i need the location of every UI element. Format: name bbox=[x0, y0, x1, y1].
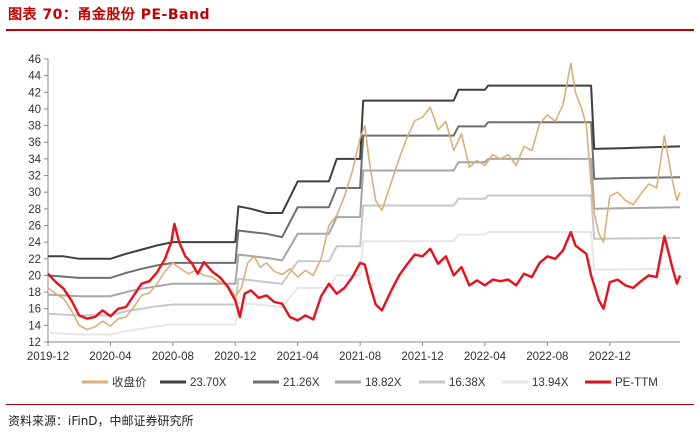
series-line-band-23.70X bbox=[48, 84, 681, 260]
x-tick-label: 2020-08 bbox=[152, 351, 194, 363]
x-tick-label: 2022-04 bbox=[464, 351, 507, 363]
y-tick-label: 44 bbox=[28, 71, 41, 83]
x-tick-label: 2021-12 bbox=[401, 351, 443, 363]
legend-label-23-70x: 23.70X bbox=[190, 377, 227, 389]
y-tick-label: 24 bbox=[28, 237, 41, 249]
series-line-pe-ttm bbox=[47, 222, 682, 322]
legend-label-close-price: 收盘价 bbox=[112, 375, 147, 389]
pe-band-chart: 12 14 16 18 20 22 24 26 28 30 32 34 36 38 40 42 44 46 2019… bbox=[27, 54, 682, 389]
y-tick-label: 38 bbox=[28, 121, 41, 133]
series-line-band-16.38X bbox=[47, 194, 681, 317]
source-divider bbox=[6, 404, 694, 405]
legend-label-21-26x: 21.26X bbox=[283, 377, 320, 389]
y-tick-label: 12 bbox=[28, 337, 41, 349]
y-tick-label: 36 bbox=[28, 137, 41, 149]
x-tick-label: 2020-04 bbox=[89, 351, 132, 363]
y-tick-label: 34 bbox=[28, 154, 41, 166]
y-tick-label: 28 bbox=[28, 204, 41, 216]
legend-label-18-82x: 18.82X bbox=[365, 377, 402, 389]
title-divider bbox=[6, 29, 694, 31]
source-note: 资料来源：iFinD，中邮证券研究所 bbox=[8, 414, 194, 428]
figure-title: 图表 70：甬金股份 PE-Band bbox=[8, 7, 210, 23]
legend-label-13-94x: 13.94X bbox=[532, 377, 569, 389]
series-line-band-13.94X bbox=[47, 231, 681, 336]
series-lines bbox=[47, 62, 682, 336]
y-tick-label: 26 bbox=[28, 220, 41, 232]
y-tick-label: 30 bbox=[28, 187, 41, 199]
y-tick-label: 18 bbox=[28, 287, 41, 299]
series-line-band-18.82X bbox=[47, 157, 681, 298]
x-tick-label: 2020-12 bbox=[214, 351, 256, 363]
legend: 收盘价 23.70X 21.26X 18.82X 16.38X 13.94X PE-TTM bbox=[82, 375, 658, 389]
y-tick-label: 40 bbox=[28, 104, 41, 116]
axes: 12 14 16 18 20 22 24 26 28 30 32 34 36 38 40 42 44 46 2019… bbox=[27, 54, 680, 363]
y-tick-label: 42 bbox=[28, 87, 41, 99]
y-tick-label: 46 bbox=[28, 54, 41, 66]
x-tick-label: 2022-08 bbox=[526, 351, 568, 363]
y-tick-label: 20 bbox=[28, 270, 41, 282]
x-tick-label: 2021-04 bbox=[277, 351, 320, 363]
series-line-band-21.26X bbox=[47, 121, 681, 279]
x-tick-label: 2019-12 bbox=[27, 351, 69, 363]
y-tick-label: 32 bbox=[28, 171, 41, 183]
x-tick-label: 2022-12 bbox=[589, 351, 631, 363]
y-tick-label: 14 bbox=[28, 320, 41, 332]
legend-label-16-38x: 16.38X bbox=[449, 377, 486, 389]
y-tick-label: 22 bbox=[28, 254, 41, 266]
x-tick-label: 2021-08 bbox=[339, 351, 381, 363]
series-line-close-price bbox=[47, 62, 681, 331]
legend-label-pe-ttm: PE-TTM bbox=[615, 377, 658, 389]
y-tick-label: 16 bbox=[28, 304, 41, 316]
